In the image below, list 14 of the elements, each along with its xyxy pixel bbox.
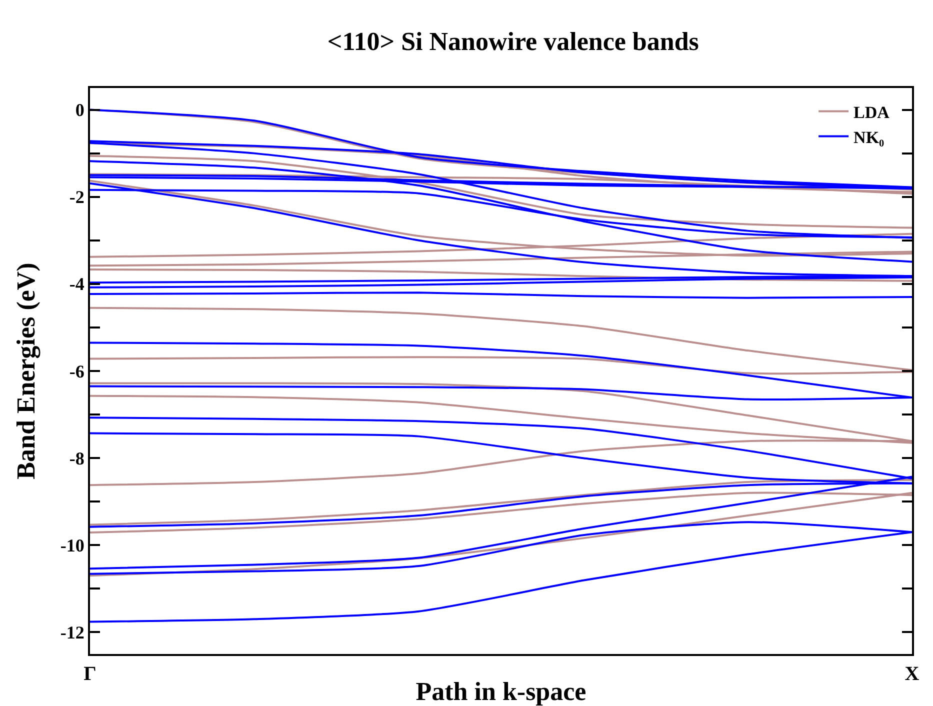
legend-label: NK₀: [854, 128, 884, 147]
y-tick-label: -2: [69, 187, 84, 208]
x-axis-title: Path in k-space: [416, 677, 586, 706]
legend-label: LDA: [854, 102, 890, 122]
y-tick-label: -8: [69, 448, 84, 468]
y-tick-label: -12: [60, 622, 84, 643]
y-tick-label: -4: [69, 274, 84, 294]
chart-title: <110> Si Nanowire valence bands: [327, 26, 699, 56]
y-axis-title: Band Energies (eV): [11, 262, 40, 480]
x-tick-label: X: [904, 663, 920, 685]
y-tick-label: 0: [75, 100, 84, 120]
x-tick-label: Γ: [84, 663, 96, 685]
y-tick-label: -6: [69, 361, 84, 382]
y-tick-label: -10: [60, 535, 84, 556]
